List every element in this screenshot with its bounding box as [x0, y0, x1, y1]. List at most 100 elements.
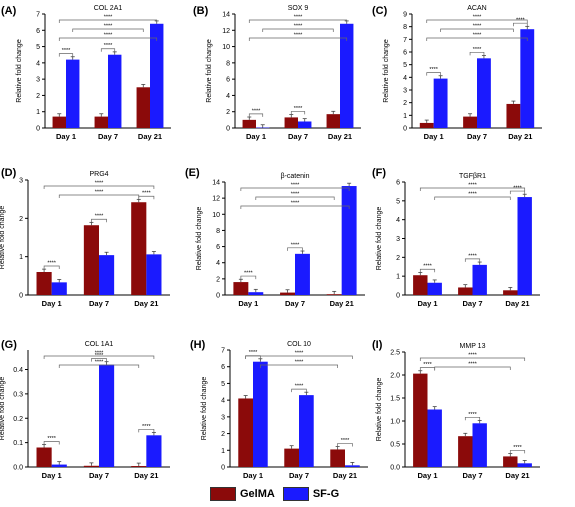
panel-2-y-tick-label: 2: [226, 109, 230, 116]
panel-6-bar-gelma: [458, 287, 473, 295]
panel-7-bar-sfg: [146, 435, 162, 467]
legend: GelMA SF-G: [210, 486, 410, 502]
panel-4-y-tick-label: 0: [19, 293, 23, 300]
panel-1-bar-sfg: [150, 23, 164, 128]
panel-5-bar-gelma: [326, 294, 342, 295]
panel-9-x-tick-label: Day 21: [505, 471, 529, 480]
panel-1-sig-bracket: [100, 48, 116, 52]
panel-3-sig-bracket-long: [426, 19, 528, 23]
panel-1-letter: (A): [1, 5, 17, 17]
panel-3-bar-sfg: [477, 58, 491, 129]
panel-1-x-tick-label: Day 7: [98, 132, 118, 141]
panel-3-sig-bracket-long: [426, 37, 528, 41]
panel-3-y-tick-label: 1: [403, 113, 407, 120]
panel-1-y-tick-label: 7: [36, 12, 40, 19]
panel-5-x-tick-label: Day 1: [238, 299, 258, 308]
panel-2-sig-bracket-long: [248, 37, 348, 41]
panel-8-bar-gelma: [284, 448, 299, 467]
panel-5-sig-bracket-long: [240, 205, 350, 209]
panel-2-sig-bracket: [248, 113, 264, 117]
panel-2-bar-gelma: [326, 114, 340, 128]
panel-2-bar-gelma: [284, 117, 298, 128]
panel-3-sig-label-long: ****: [473, 33, 482, 39]
panel-1-sig-bracket-long: [58, 19, 158, 23]
panel-3-y-label: Relative fold change: [383, 39, 390, 103]
panel-6-y-tick-label: 1: [396, 274, 400, 281]
panel-9-sig-label-long: ****: [468, 362, 477, 368]
panel-7-sig-label: ****: [47, 436, 56, 442]
panel-5-bar-sfg: [341, 186, 357, 295]
panel-7-y-label: Relative fold change: [0, 377, 6, 441]
panel-5-sig-bracket: [240, 275, 257, 280]
panel-2-y-tick-label: 6: [226, 77, 230, 84]
panel-8-y-tick-label: 4: [221, 398, 225, 405]
panel-1-y-label: Relative fold change: [16, 39, 23, 103]
panel-2-sig-label-long: ****: [294, 33, 303, 39]
panel-2-y-tick-label: 4: [226, 93, 230, 100]
panel-6-y-tick-label: 5: [396, 198, 400, 205]
panel-8-y-tick-label: 7: [221, 348, 225, 355]
panel-1-y-tick-label: 5: [36, 44, 40, 51]
panel-4-title: PRG4: [89, 171, 108, 178]
panel-8-bar-sfg: [253, 361, 268, 467]
panel-3-y-tick-label: 3: [403, 88, 407, 95]
panel-6-y-label: Relative fold change: [376, 207, 383, 271]
panel-9-bar-gelma: [458, 436, 473, 467]
panel-9-bar-gelma: [413, 373, 428, 467]
panel-2-y-tick-label: 12: [222, 28, 230, 35]
panel-3-sig-label-long: ****: [473, 24, 482, 30]
panel-6-y-tick-label: 6: [396, 180, 400, 187]
panel-7-x-tick-label: Day 21: [134, 471, 158, 480]
panel-1-y-tick-label: 1: [36, 109, 40, 116]
panel-7-title: COL 1A1: [85, 341, 114, 348]
panel-8-x-tick-label: Day 7: [289, 471, 309, 480]
panel-7-bar-gelma: [83, 465, 99, 467]
panel-1-x-tick-label: Day 21: [138, 132, 162, 141]
panel-6-bar-gelma: [503, 290, 518, 295]
panel-9-bar-sfg: [517, 463, 532, 467]
panel-3-letter: (C): [372, 5, 388, 17]
panel-6-sig-bracket: [419, 268, 436, 273]
panel-6-sig-bracket-long: [419, 187, 526, 191]
panel-2-bar-sfg: [298, 121, 312, 128]
panel-9-y-tick-label: 1.0: [390, 419, 400, 426]
panel-8-y-tick-label: 5: [221, 381, 225, 388]
panel-9-letter: (I): [372, 339, 383, 351]
panel-4-bar-sfg: [146, 254, 162, 295]
panel-4-sig-label: ****: [47, 261, 56, 267]
panel-9-sig-bracket: [509, 450, 526, 454]
panel-6-letter: (F): [372, 167, 386, 179]
panel-9-bar-sfg: [472, 423, 487, 467]
panel-8-sig-label: ****: [295, 384, 304, 390]
panel-4-sig-label-long: ****: [95, 181, 104, 187]
panel-2-bar-gelma: [242, 119, 256, 128]
panel-7-y-tick-label: 0.1: [13, 440, 23, 447]
panel-8-sig-bracket: [291, 388, 307, 393]
legend-label-sfg: SF-G: [312, 488, 340, 500]
panel-3-sig-bracket: [513, 22, 528, 27]
panel-6-y-tick-label: 0: [396, 293, 400, 300]
panel-2-y-tick-label: 14: [222, 12, 230, 19]
panel-5-sig-label-long: ****: [291, 192, 300, 198]
panel-4-sig-label-long: ****: [95, 190, 104, 196]
panel-9-y-tick-label: 2.0: [390, 373, 400, 380]
panel-6-sig-bracket: [464, 258, 481, 262]
panel-2-x-tick-label: Day 1: [246, 132, 266, 141]
panel-4-sig-bracket-long: [58, 194, 140, 198]
panel-5-y-tick-label: 10: [212, 212, 220, 219]
panel-5-y-tick-label: 2: [216, 276, 220, 283]
panel-6-y-tick-label: 3: [396, 236, 400, 243]
panel-8-sig-bracket-long: [245, 355, 353, 359]
panel-9-sig-label: ****: [468, 412, 477, 418]
panel-8-sig-label: ****: [341, 438, 350, 444]
panel-3-sig-label: ****: [516, 18, 525, 24]
panel-4-letter: (D): [1, 167, 17, 179]
panel-4-bar-sfg: [99, 255, 115, 295]
panel-8-title: COL 10: [287, 341, 311, 348]
panel-2-y-tick-label: 0: [226, 126, 230, 133]
panel-8-bar-sfg: [299, 395, 314, 467]
panel-1-sig-bracket-long: [58, 37, 158, 41]
panel-6-y-tick-label: 4: [396, 217, 400, 224]
panel-8-y-tick-label: 6: [221, 364, 225, 371]
panel-8-sig-label: ****: [249, 350, 258, 356]
